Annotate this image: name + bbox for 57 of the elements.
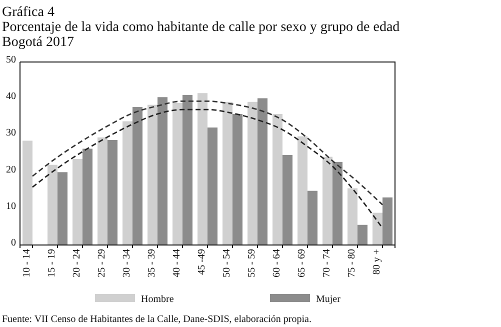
x-tick-label: 25 - 29 [96, 249, 108, 278]
bar [72, 158, 82, 245]
bar [222, 102, 232, 245]
bar [132, 107, 142, 245]
bar [358, 224, 368, 245]
x-tick-label: 45 -49 [196, 249, 208, 275]
legend-label: Mujer [316, 294, 342, 305]
bar [22, 140, 32, 245]
bar [348, 188, 358, 245]
bar [332, 162, 342, 245]
bar [282, 154, 292, 245]
x-tick-label: 10 - 14 [22, 249, 32, 278]
x-tick-label: 70 - 74 [322, 249, 332, 278]
bar [248, 102, 258, 245]
bar [82, 148, 92, 245]
bar [172, 102, 182, 245]
x-tick-label: 65 - 69 [296, 249, 308, 278]
source-note: Fuente: VII Censo de Habitantes de la Calle, Dane-SDIS, elaboración propia. [2, 314, 312, 325]
line-series [32, 100, 384, 206]
x-tick-label: 40 - 44 [172, 249, 182, 278]
bar [58, 172, 68, 245]
x-tick-label: 35 - 39 [146, 249, 158, 278]
bar [48, 164, 58, 245]
chart-subtitle: Porcentaje de la vida como habitante de calle por sexo y grupo de edad Bogotá 2017 [2, 20, 400, 50]
x-tick-label: 30 - 34 [122, 249, 132, 278]
bar [232, 114, 242, 245]
bar [122, 121, 132, 245]
bar [158, 97, 168, 245]
y-tick-label: 10 [6, 200, 16, 212]
bar [372, 212, 382, 245]
bar [258, 98, 268, 245]
y-tick-label: 20 [6, 164, 16, 176]
x-tick-label: 75 - 80 [346, 249, 358, 278]
bar [298, 136, 308, 245]
chart-title: Gráfica 4 [2, 5, 54, 20]
x-tick-label: 15 - 19 [46, 249, 58, 278]
y-tick-label: 30 [6, 128, 16, 139]
bar [208, 128, 218, 245]
x-tick-label: 60 - 64 [272, 249, 282, 278]
bar [98, 137, 108, 245]
y-tick-label: 0 [11, 238, 16, 248]
x-tick-label: 80 y + [372, 248, 382, 275]
line-series [32, 108, 384, 229]
bar [108, 140, 118, 245]
y-tick-label: 50 [6, 54, 16, 66]
x-tick-label: 20 - 24 [72, 249, 82, 278]
bar [382, 197, 392, 245]
y-tick-label: 40 [6, 91, 16, 102]
bar [148, 104, 158, 245]
legend-label: Hombre [141, 294, 174, 305]
bar [308, 190, 318, 245]
x-tick-label: 55 - 59 [246, 249, 258, 278]
bar [322, 156, 332, 245]
bar [182, 94, 192, 245]
bar [272, 114, 282, 245]
x-tick-label: 50 - 54 [222, 249, 232, 278]
bar [198, 93, 208, 245]
